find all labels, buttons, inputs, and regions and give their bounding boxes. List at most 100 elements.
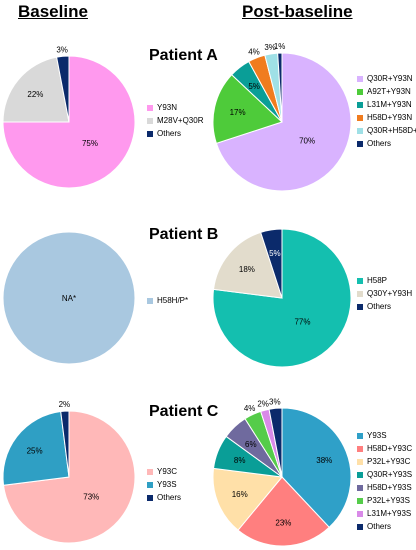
legend-label: Q30R+Y93S: [367, 470, 413, 479]
patient-a-post-baseline-value-label: 5%: [248, 82, 260, 91]
patient-b-post-baseline-slice-q30y-y93h: [212, 231, 283, 299]
legend-swatch: [357, 497, 363, 504]
patient-c-post-baseline-legend: Y93S H58D+Y93C P32L+Y93C Q30R+Y93S H58D+Y93S…: [357, 429, 412, 533]
legend-item: M28V+Q30R: [147, 114, 203, 127]
legend-label: L31M+Y93S: [367, 509, 412, 518]
patient-a-post-baseline-value-label: 3%: [264, 43, 276, 52]
legend-item: H58P: [357, 274, 412, 287]
patient-c-post-baseline-value-label: 8%: [234, 456, 246, 465]
legend-swatch: [357, 75, 363, 82]
patient-a-post-baseline-value-label: 4%: [248, 47, 260, 56]
patient-c-baseline-value-label: 2%: [59, 400, 71, 409]
legend-label: Others: [367, 302, 392, 311]
patient-b-baseline-value-label: NA*: [62, 294, 76, 303]
legend-item: Y93N: [147, 101, 203, 114]
legend-swatch: [147, 104, 153, 111]
patient-c-baseline-value-label: 25%: [27, 446, 43, 455]
legend-item: L31M+Y93N: [357, 98, 416, 111]
legend-swatch: [357, 101, 363, 108]
legend-item: Q30R+Y93N: [357, 72, 416, 85]
legend-swatch: [357, 445, 363, 452]
patient-c-post-baseline-slice-p32l-y93c: [212, 467, 283, 531]
legend-item: Y93C: [147, 465, 181, 478]
legend-swatch: [357, 458, 363, 465]
patient-a-post-baseline-slice-q30r-y93n: [215, 52, 352, 192]
patient-c-post-baseline-value-label: 38%: [316, 456, 332, 465]
legend-label: A92T+Y93N: [367, 87, 411, 96]
patient-a-baseline-value-label: 22%: [27, 90, 43, 99]
legend-swatch: [357, 523, 363, 530]
patient-a-baseline-legend: Y93N M28V+Q30R Others: [147, 101, 203, 140]
legend-item: P32L+Y93S: [357, 494, 412, 507]
legend-label: Y93S: [157, 480, 177, 489]
legend-label: H58H/P*: [157, 296, 189, 305]
baseline-header: Baseline: [18, 2, 88, 21]
legend-label: Others: [157, 129, 182, 138]
legend-label: P32L+Y93S: [367, 496, 410, 505]
legend-item: Others: [357, 520, 412, 533]
legend-label: Y93C: [157, 467, 178, 476]
legend-item: Q30R+H58D+: [357, 124, 416, 137]
legend-item: L31M+Y93S: [357, 507, 412, 520]
patient-a-post-baseline-slice-a92t-y93n: [212, 74, 283, 144]
patient-b-post-baseline-value-label: 5%: [269, 249, 281, 258]
patient-c-post-baseline-slice-y93s: [281, 407, 352, 529]
patient-b-baseline-legend: H58H/P*: [147, 294, 188, 307]
post-baseline-header: Post-baseline: [242, 2, 353, 21]
legend-label: Others: [367, 139, 392, 148]
legend-swatch: [147, 130, 153, 137]
legend-swatch: [147, 297, 153, 304]
patient-c-label: Patient C: [149, 403, 219, 420]
legend-swatch: [357, 114, 363, 121]
legend-swatch: [357, 432, 363, 439]
legend-item: H58D+Y93N: [357, 111, 416, 124]
patient-c-post-baseline-value-label: 2%: [257, 399, 269, 408]
patient-a-post-baseline-value-label: 17%: [230, 108, 246, 117]
patient-a-post-baseline-value-label: 70%: [299, 136, 315, 145]
patient-a-post-baseline-legend: Q30R+Y93N A92T+Y93N L31M+Y93N H58D+Y93N Q30R…: [357, 72, 416, 150]
patient-a-baseline-value-label: 3%: [56, 45, 68, 54]
patient-c-baseline-slice-others: [60, 410, 70, 478]
legend-label: Q30R+Y93N: [367, 74, 413, 83]
legend-label: L31M+Y93N: [367, 100, 412, 109]
patient-b-post-baseline-slice-others: [260, 228, 283, 299]
patient-c-post-baseline-slice-others: [268, 407, 283, 478]
legend-swatch: [357, 127, 363, 134]
patient-a-baseline-slice-y93n: [2, 55, 136, 189]
legend-item: Others: [147, 491, 181, 504]
legend-swatch: [357, 290, 363, 297]
patient-a-baseline-slice-others: [56, 55, 70, 123]
patient-c-post-baseline-value-label: 6%: [245, 440, 257, 449]
legend-label: M28V+Q30R: [157, 116, 204, 125]
legend-swatch: [357, 303, 363, 310]
legend-item: Others: [357, 300, 412, 313]
patient-c-post-baseline-value-label: 3%: [269, 397, 281, 406]
patient-c-post-baseline-value-label: 16%: [232, 490, 248, 499]
legend-swatch: [147, 117, 153, 124]
patient-b-post-baseline-value-label: 18%: [239, 265, 255, 274]
legend-swatch: [357, 471, 363, 478]
legend-item: Q30Y+Y93H: [357, 287, 412, 300]
legend-item: Y93S: [357, 429, 412, 442]
patient-a-baseline-value-label: 75%: [82, 139, 98, 148]
patient-c-post-baseline-value-label: 23%: [275, 519, 291, 528]
legend-label: Q30R+H58D+: [367, 126, 416, 135]
patient-c-post-baseline-value-label: 4%: [244, 404, 256, 413]
legend-item: Y93S: [147, 478, 181, 491]
legend-item: A92T+Y93N: [357, 85, 416, 98]
legend-label: Others: [367, 522, 392, 531]
patient-c-baseline-value-label: 73%: [83, 493, 99, 502]
legend-label: H58D+Y93C: [367, 444, 413, 453]
legend-label: Q30Y+Y93H: [367, 289, 413, 298]
patient-a-baseline-slice-m28v-q30r: [2, 56, 70, 123]
legend-swatch: [147, 481, 153, 488]
patient-c-baseline-legend: Y93C Y93S Others: [147, 465, 181, 504]
patient-c-post-baseline-slice-h58d-y93c: [237, 476, 330, 547]
legend-item: Others: [147, 127, 203, 140]
legend-swatch: [357, 510, 363, 517]
legend-item: H58H/P*: [147, 294, 188, 307]
legend-label: H58D+Y93S: [367, 483, 412, 492]
patient-a-post-baseline-value-label: 1%: [274, 42, 286, 51]
legend-label: H58P: [367, 276, 388, 285]
